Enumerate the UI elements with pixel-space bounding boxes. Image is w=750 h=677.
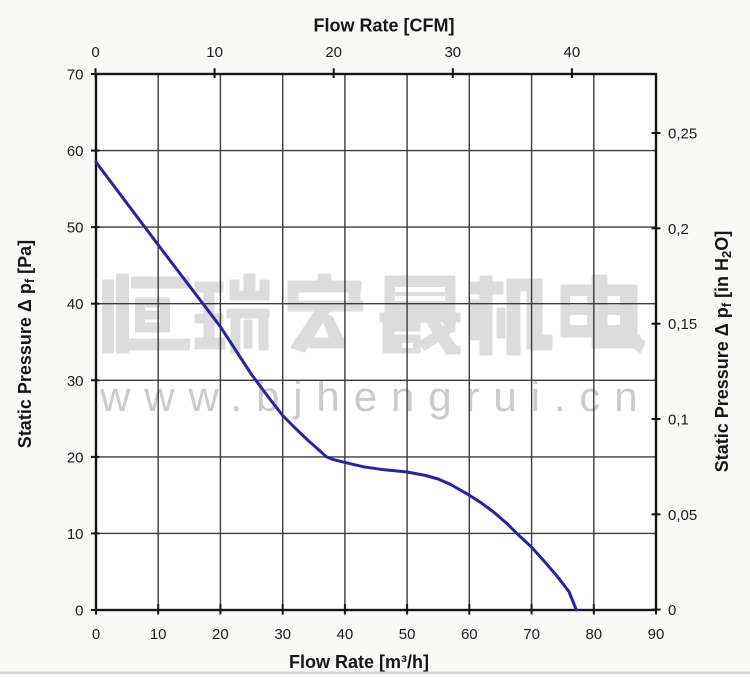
svg-text:70: 70 [67,67,84,84]
svg-text:0,05: 0,05 [668,507,697,524]
svg-text:40: 40 [67,296,84,313]
svg-text:Static Pressure Δ pf [in H2O]: Static Pressure Δ pf [in H2O] [712,231,734,473]
svg-text:30: 30 [67,373,84,390]
svg-text:0: 0 [668,602,676,619]
svg-text:60: 60 [67,143,84,160]
svg-text:0: 0 [92,626,100,643]
svg-text:0,1: 0,1 [668,412,689,429]
svg-text:10: 10 [150,626,167,643]
svg-text:Flow Rate [m³/h]: Flow Rate [m³/h] [289,652,429,672]
svg-text:10: 10 [206,44,223,61]
svg-text:20: 20 [212,626,229,643]
svg-text:20: 20 [67,449,84,466]
svg-text:Static Pressure Δ pf [Pa]: Static Pressure Δ pf [Pa] [15,240,37,448]
svg-text:20: 20 [325,44,342,61]
svg-text:80: 80 [585,626,602,643]
svg-text:0,15: 0,15 [668,316,697,333]
svg-text:0: 0 [91,44,99,61]
svg-text:10: 10 [67,526,84,543]
svg-text:90: 90 [648,626,665,643]
svg-text:60: 60 [461,626,478,643]
svg-text:50: 50 [67,220,84,237]
svg-text:0,2: 0,2 [668,221,689,238]
svg-text:Flow Rate [CFM]: Flow Rate [CFM] [314,16,455,36]
svg-text:50: 50 [399,626,416,643]
svg-text:0: 0 [75,603,83,620]
svg-text:0,25: 0,25 [668,126,697,143]
svg-text:30: 30 [444,44,461,61]
svg-text:70: 70 [523,626,540,643]
svg-text:30: 30 [274,626,291,643]
svg-text:40: 40 [564,44,581,61]
svg-text:40: 40 [337,626,354,643]
